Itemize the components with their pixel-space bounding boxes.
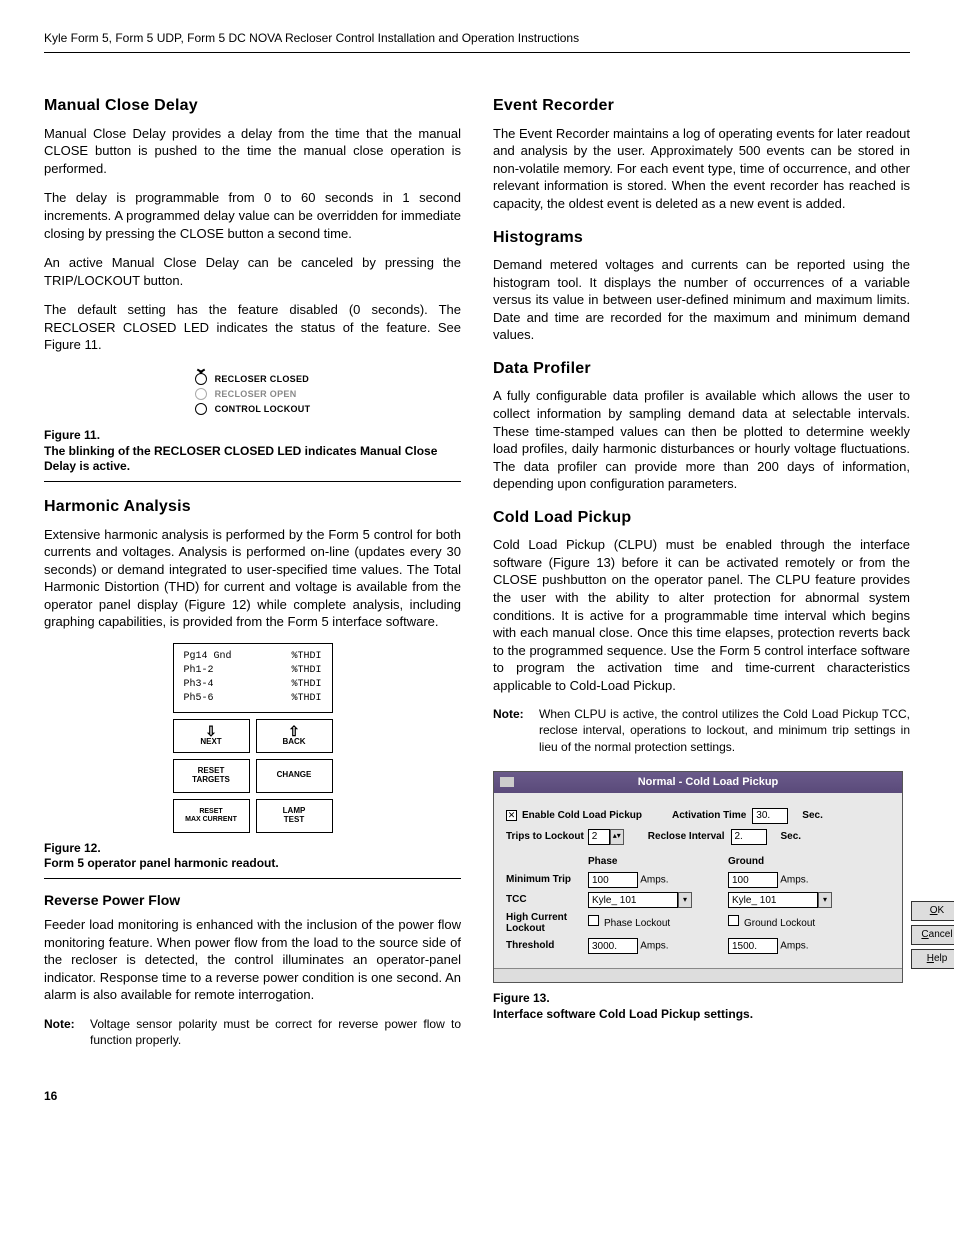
figure-11-led-panel: RECLOSER CLOSED RECLOSER OPEN CONTROL LO… bbox=[44, 370, 461, 418]
note-label: Note: bbox=[493, 706, 539, 755]
divider bbox=[44, 878, 461, 879]
note-text: When CLPU is active, the control utilize… bbox=[539, 706, 910, 755]
running-header: Kyle Form 5, Form 5 UDP, Form 5 DC NOVA … bbox=[44, 30, 910, 53]
para: The Event Recorder maintains a log of op… bbox=[493, 125, 910, 213]
page-number: 16 bbox=[44, 1088, 910, 1104]
heading-data-profiler: Data Profiler bbox=[493, 358, 910, 380]
ground-lockout-checkbox[interactable] bbox=[728, 915, 739, 926]
sec-label: Sec. bbox=[781, 830, 802, 844]
left-column: Manual Close Delay Manual Close Delay pr… bbox=[44, 81, 461, 1058]
arrow-down-icon: ⇩ bbox=[205, 724, 217, 738]
ground-header: Ground bbox=[728, 855, 858, 869]
cancel-button[interactable]: Cancel bbox=[911, 925, 954, 945]
para: A fully configurable data profiler is av… bbox=[493, 387, 910, 492]
led-icon bbox=[195, 388, 207, 400]
heading-cold-load-pickup: Cold Load Pickup bbox=[493, 507, 910, 529]
para: The delay is programmable from 0 to 60 s… bbox=[44, 189, 461, 242]
para: Demand metered voltages and currents can… bbox=[493, 256, 910, 344]
para: Extensive harmonic analysis is performed… bbox=[44, 526, 461, 631]
arrow-up-icon: ⇧ bbox=[288, 724, 300, 738]
led-icon bbox=[195, 373, 207, 385]
divider bbox=[44, 481, 461, 482]
threshold-phase-input[interactable] bbox=[588, 938, 638, 954]
led-label: CONTROL LOCKOUT bbox=[215, 403, 311, 415]
change-button[interactable]: CHANGE bbox=[256, 759, 333, 793]
activation-time-input[interactable] bbox=[752, 808, 788, 824]
system-menu-icon[interactable] bbox=[500, 777, 514, 787]
heading-histograms: Histograms bbox=[493, 227, 910, 249]
trips-to-lockout-input[interactable] bbox=[588, 829, 610, 845]
next-button[interactable]: ⇩NEXT bbox=[173, 719, 250, 753]
heading-manual-close-delay: Manual Close Delay bbox=[44, 95, 461, 117]
reset-targets-button[interactable]: RESET TARGETS bbox=[173, 759, 250, 793]
dropdown-icon[interactable]: ▾ bbox=[678, 892, 692, 908]
minimum-trip-label: Minimum Trip bbox=[506, 873, 578, 887]
figure-12-operator-panel: Pg14 Gnd%THDI Ph1-2%THDI Ph3-4%THDI Ph5-… bbox=[44, 643, 461, 833]
note: Note: Voltage sensor polarity must be co… bbox=[44, 1016, 461, 1048]
threshold-label: Threshold bbox=[506, 939, 578, 953]
led-label: RECLOSER CLOSED bbox=[215, 373, 310, 385]
threshold-ground-input[interactable] bbox=[728, 938, 778, 954]
right-column: Event Recorder The Event Recorder mainta… bbox=[493, 81, 910, 1058]
tcc-phase-select[interactable] bbox=[588, 892, 678, 908]
reclose-interval-input[interactable] bbox=[731, 829, 767, 845]
heading-harmonic-analysis: Harmonic Analysis bbox=[44, 496, 461, 518]
lamp-test-button[interactable]: LAMP TEST bbox=[256, 799, 333, 833]
heading-event-recorder: Event Recorder bbox=[493, 95, 910, 117]
dropdown-icon[interactable]: ▾ bbox=[818, 892, 832, 908]
para: Cold Load Pickup (CLPU) must be enabled … bbox=[493, 536, 910, 694]
high-current-lockout-label: High Current Lockout bbox=[506, 912, 578, 934]
para: An active Manual Close Delay can be canc… bbox=[44, 254, 461, 289]
lcd-display: Pg14 Gnd%THDI Ph1-2%THDI Ph3-4%THDI Ph5-… bbox=[173, 643, 333, 713]
help-button[interactable]: Help bbox=[911, 949, 954, 969]
sec-label: Sec. bbox=[802, 809, 823, 823]
note: Note: When CLPU is active, the control u… bbox=[493, 706, 910, 755]
reclose-interval-label: Reclose Interval bbox=[648, 830, 725, 844]
enable-clpu-label: Enable Cold Load Pickup bbox=[522, 809, 642, 823]
phase-header: Phase bbox=[588, 855, 718, 869]
figure-11-caption: Figure 11. The blinking of the RECLOSER … bbox=[44, 428, 461, 475]
enable-clpu-checkbox[interactable]: ✕ bbox=[506, 810, 517, 821]
phase-lockout-checkbox[interactable] bbox=[588, 915, 599, 926]
activation-time-label: Activation Time bbox=[672, 809, 746, 823]
led-icon bbox=[195, 403, 207, 415]
tcc-label: TCC bbox=[506, 893, 578, 907]
ok-button[interactable]: OK bbox=[911, 901, 954, 921]
figure-13-dialog: Normal - Cold Load Pickup ✕ Enable Cold … bbox=[493, 771, 910, 983]
reset-max-current-button[interactable]: RESET MAX CURRENT bbox=[173, 799, 250, 833]
two-column-layout: Manual Close Delay Manual Close Delay pr… bbox=[44, 81, 910, 1058]
dialog-titlebar: Normal - Cold Load Pickup bbox=[494, 772, 902, 793]
para: Feeder load monitoring is enhanced with … bbox=[44, 916, 461, 1004]
figure-13-caption: Figure 13. Interface software Cold Load … bbox=[493, 991, 910, 1022]
dialog-title: Normal - Cold Load Pickup bbox=[520, 775, 896, 790]
heading-reverse-power-flow: Reverse Power Flow bbox=[44, 891, 461, 910]
min-trip-ground-input[interactable] bbox=[728, 872, 778, 888]
para: The default setting has the feature disa… bbox=[44, 301, 461, 354]
dialog-statusbar bbox=[494, 968, 902, 982]
note-label: Note: bbox=[44, 1016, 90, 1048]
figure-12-caption: Figure 12. Form 5 operator panel harmoni… bbox=[44, 841, 461, 872]
led-label: RECLOSER OPEN bbox=[215, 388, 297, 400]
spin-button[interactable]: ▴▾ bbox=[610, 829, 624, 845]
back-button[interactable]: ⇧BACK bbox=[256, 719, 333, 753]
tcc-ground-select[interactable] bbox=[728, 892, 818, 908]
min-trip-phase-input[interactable] bbox=[588, 872, 638, 888]
para: Manual Close Delay provides a delay from… bbox=[44, 125, 461, 178]
cold-load-pickup-dialog: Normal - Cold Load Pickup ✕ Enable Cold … bbox=[493, 771, 903, 983]
note-text: Voltage sensor polarity must be correct … bbox=[90, 1016, 461, 1048]
trips-to-lockout-label: Trips to Lockout bbox=[506, 830, 584, 844]
